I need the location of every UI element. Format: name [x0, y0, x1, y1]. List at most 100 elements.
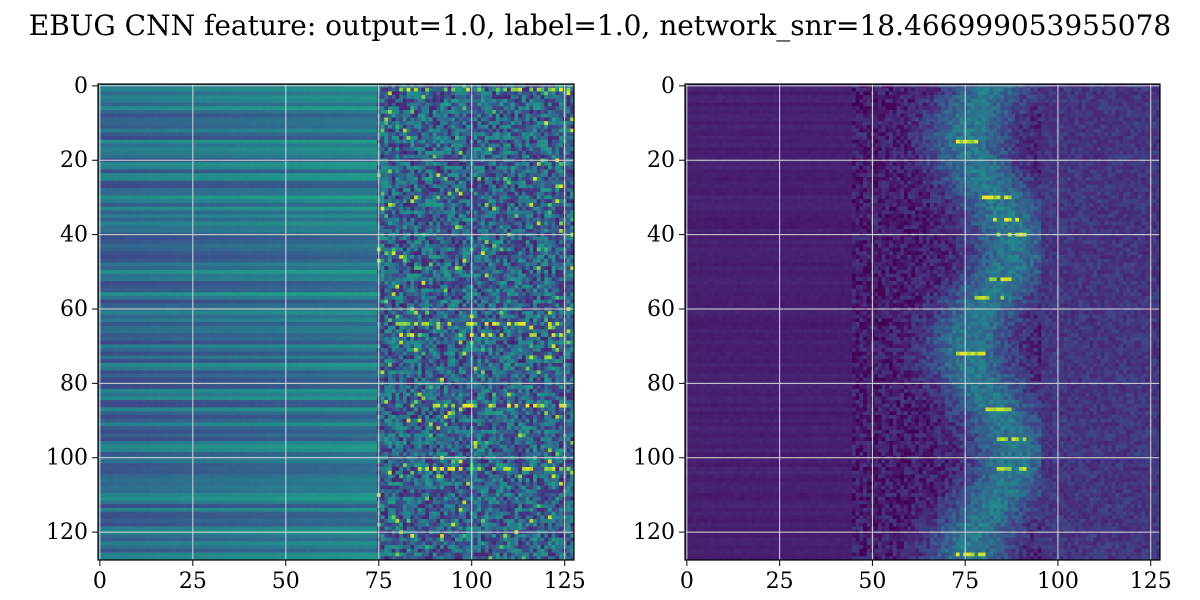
heatmap-cell	[407, 166, 411, 170]
heatmap-cell	[135, 155, 139, 159]
heatmap-cell	[462, 184, 466, 188]
heatmap-cell	[407, 207, 411, 211]
heatmap-cell	[466, 207, 470, 211]
heatmap-cell	[269, 173, 273, 177]
heatmap-cell	[273, 106, 277, 110]
heatmap-cell	[507, 173, 511, 177]
heatmap-cell	[399, 181, 403, 185]
heatmap-cell	[485, 170, 489, 174]
heatmap-cell	[455, 99, 459, 103]
heatmap-cell	[213, 136, 217, 140]
heatmap-cell	[548, 177, 552, 181]
heatmap-cell	[537, 203, 541, 207]
heatmap-cell	[433, 184, 437, 188]
heatmap-cell	[544, 162, 548, 166]
heatmap-cell	[481, 140, 485, 144]
heatmap-cell	[258, 125, 262, 129]
heatmap-cell	[139, 181, 143, 185]
heatmap-cell	[518, 222, 522, 226]
heatmap-cell	[455, 207, 459, 211]
heatmap-cell	[347, 103, 351, 107]
heatmap-cell	[224, 218, 228, 222]
heatmap-cell	[176, 99, 180, 103]
heatmap-cell	[291, 218, 295, 222]
heatmap-cell	[221, 218, 225, 222]
heatmap-cell	[206, 114, 210, 118]
heatmap-cell	[373, 210, 377, 214]
heatmap-cell	[314, 184, 318, 188]
heatmap-cell	[180, 110, 184, 114]
heatmap-cell	[109, 162, 113, 166]
heatmap-cell	[407, 181, 411, 185]
heatmap-cell	[381, 114, 385, 118]
heatmap-cell	[250, 162, 254, 166]
heatmap-cell	[109, 91, 113, 95]
heatmap-cell	[466, 132, 470, 136]
heatmap-cell	[109, 136, 113, 140]
heatmap-cell	[217, 91, 221, 95]
heatmap-cell	[481, 188, 485, 192]
heatmap-cell	[224, 95, 228, 99]
heatmap-cell	[221, 203, 225, 207]
heatmap-cell	[541, 99, 545, 103]
heatmap-cell	[269, 110, 273, 114]
heatmap-cell	[325, 144, 329, 148]
heatmap-cell	[202, 188, 206, 192]
heatmap-cell	[250, 151, 254, 155]
heatmap-cell	[355, 106, 359, 110]
heatmap-cell	[436, 199, 440, 203]
heatmap-cell	[299, 184, 303, 188]
heatmap-cell	[477, 207, 481, 211]
heatmap-cell	[347, 225, 351, 229]
heatmap-cell	[507, 188, 511, 192]
heatmap-cell	[403, 192, 407, 196]
heatmap-cell	[529, 177, 533, 181]
heatmap-cell	[567, 140, 571, 144]
heatmap-cell	[291, 121, 295, 125]
heatmap-cell	[559, 117, 563, 121]
heatmap-cell	[552, 155, 556, 159]
heatmap-cell	[221, 91, 225, 95]
heatmap-cell	[224, 184, 228, 188]
heatmap-cell	[150, 110, 154, 114]
heatmap-cell	[407, 155, 411, 159]
heatmap-cell	[399, 173, 403, 177]
heatmap-cell	[336, 151, 340, 155]
heatmap-cell	[169, 203, 173, 207]
heatmap-cell	[526, 136, 530, 140]
heatmap-cell	[362, 95, 366, 99]
heatmap-cell	[243, 121, 247, 125]
heatmap-cell	[559, 125, 563, 129]
heatmap-cell	[477, 121, 481, 125]
heatmap-cell	[444, 103, 448, 107]
heatmap-cell	[518, 203, 522, 207]
heatmap-cell	[440, 207, 444, 211]
heatmap-cell	[529, 222, 533, 226]
heatmap-cell	[113, 181, 117, 185]
heatmap-cell	[288, 192, 292, 196]
heatmap-cell	[418, 170, 422, 174]
heatmap-cell	[154, 225, 158, 229]
heatmap-cell	[340, 95, 344, 99]
heatmap-cell	[236, 218, 240, 222]
heatmap-cell	[418, 203, 422, 207]
heatmap-cell	[247, 110, 251, 114]
heatmap-cell	[325, 103, 329, 107]
heatmap-cell	[154, 110, 158, 114]
heatmap-cell	[254, 222, 258, 226]
heatmap-cell	[120, 222, 124, 226]
heatmap-cell	[154, 196, 158, 200]
heatmap-cell	[128, 196, 132, 200]
heatmap-cell	[436, 129, 440, 133]
heatmap-cell	[250, 95, 254, 99]
heatmap-cell	[507, 99, 511, 103]
heatmap-cell	[351, 144, 355, 148]
heatmap-cell	[254, 132, 258, 136]
heatmap-cell	[262, 106, 266, 110]
heatmap-cell	[544, 214, 548, 218]
heatmap-cell	[388, 196, 392, 200]
heatmap-cell	[429, 184, 433, 188]
heatmap-cell	[488, 117, 492, 121]
heatmap-cell	[262, 210, 266, 214]
heatmap-cell	[451, 207, 455, 211]
